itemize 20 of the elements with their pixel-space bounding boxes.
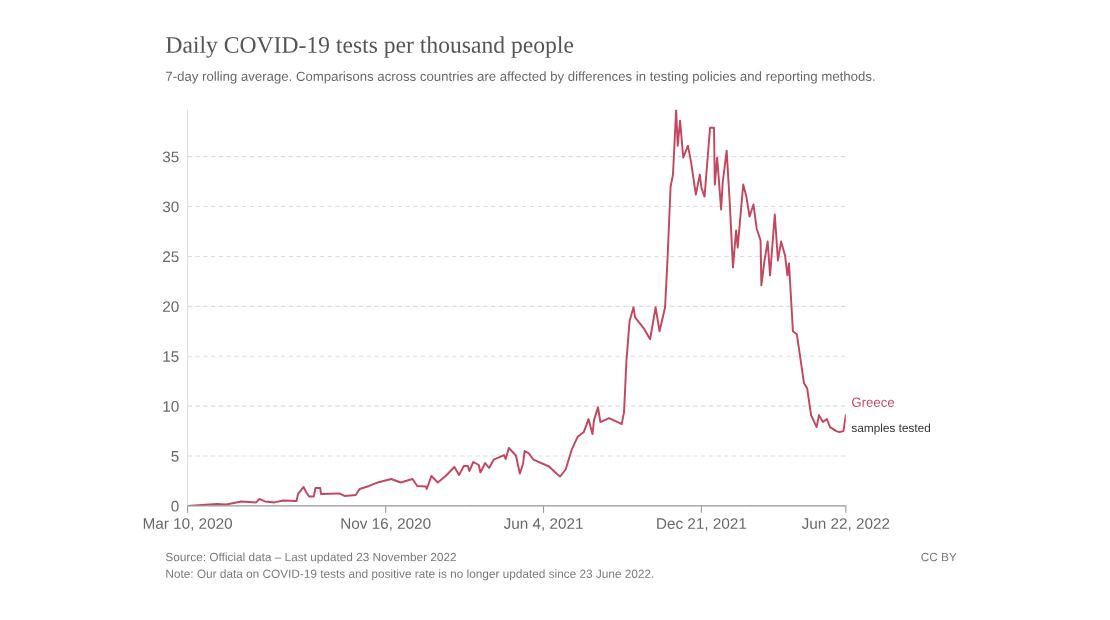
y-tick-label: 20: [163, 301, 179, 313]
text: CC BY: [921, 552, 957, 562]
annotation: samples tested: [851, 423, 931, 435]
y-tick-label: 15: [163, 351, 179, 362]
series-label: Greece: [852, 397, 895, 407]
x-tick-label: Dec 21, 2021: [657, 518, 747, 531]
y-tick-label: 35: [162, 151, 179, 163]
y-tick-label: 0: [171, 500, 179, 512]
text: Note: Our data on COVID-19 tests and positive rate is no longer updated since 23 June 2022.: [166, 569, 654, 581]
y-tick-label: 10: [163, 400, 179, 412]
chart-subtitle: 7-day rolling average. Comparisons across countries are affected by differences in testing policies and reporting methods.: [166, 71, 875, 84]
x-tick-label: Jun 4, 2021: [503, 518, 583, 531]
x-tick-label: Mar 10, 2020: [143, 518, 233, 531]
chart-title: Daily COVID-19 tests per thousand people: [166, 36, 574, 58]
y-tick-label: 30: [162, 201, 179, 213]
source-note: Source: Official data – Last updated 23 November 2022: [165, 552, 456, 564]
x-tick-label: Jun 22, 2022: [801, 518, 890, 531]
x-tick-label: Nov 16, 2020: [341, 518, 431, 531]
y-tick-label: 25: [163, 251, 179, 263]
y-tick-label: 5: [171, 451, 179, 462]
